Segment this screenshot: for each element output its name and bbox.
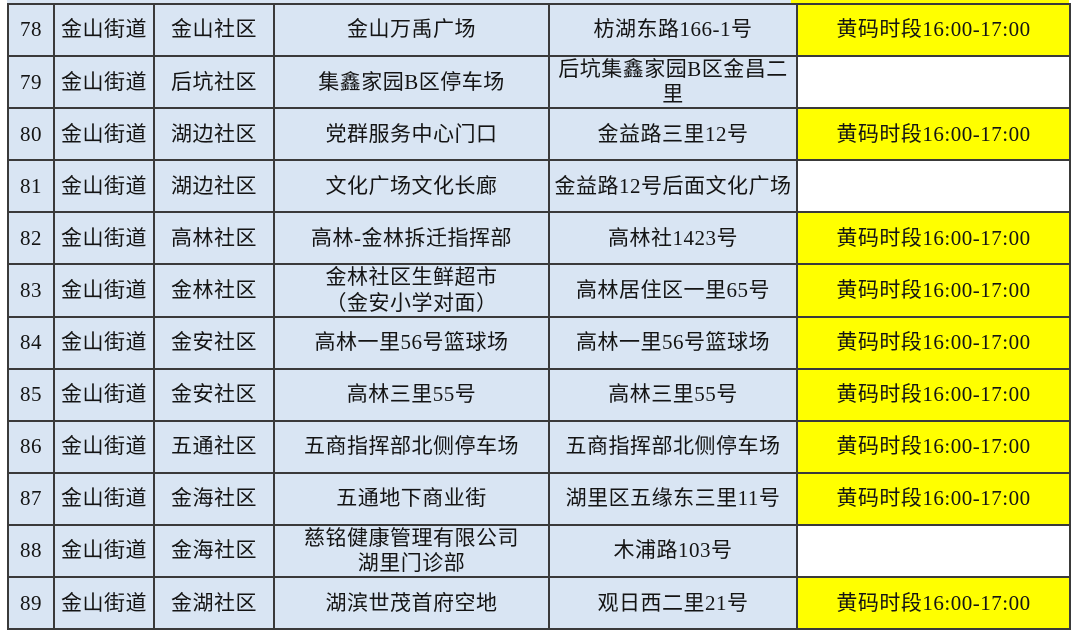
cell-site: 高林-金林拆迁指挥部 xyxy=(273,211,550,266)
cell-index: 79 xyxy=(7,54,55,110)
cell-community: 湖边社区 xyxy=(153,107,275,162)
cell-street: 金山街道 xyxy=(53,523,155,579)
cell-community: 金湖社区 xyxy=(153,576,275,631)
cell-site: 集鑫家园B区停车场 xyxy=(273,54,550,110)
cell-address: 高林三里55号 xyxy=(548,367,798,422)
cell-community: 金山社区 xyxy=(153,3,275,57)
cell-site: 金山万禹广场 xyxy=(273,3,550,57)
cell-street: 金山街道 xyxy=(53,576,155,631)
cell-address: 枋湖东路166-1号 xyxy=(548,3,798,57)
cell-community: 高林社区 xyxy=(153,211,275,266)
cell-site: 五商指挥部北侧停车场 xyxy=(273,419,550,474)
cell-note xyxy=(796,523,1071,579)
table-row: 82 金山街道 高林社区 高林-金林拆迁指挥部 高林社1423号 黄码时段16:… xyxy=(7,211,1071,266)
cell-street: 金山街道 xyxy=(53,107,155,162)
cell-community: 金海社区 xyxy=(153,471,275,526)
cell-community: 湖边社区 xyxy=(153,159,275,214)
testing-sites-table: 78 金山街道 金山社区 金山万禹广场 枋湖东路166-1号 黄码时段16:00… xyxy=(7,3,1071,631)
cell-community: 金海社区 xyxy=(153,523,275,579)
table-row: 89 金山街道 金湖社区 湖滨世茂首府空地 观日西二里21号 黄码时段16:00… xyxy=(7,576,1071,631)
cell-note: 黄码时段16:00-17:00 xyxy=(796,107,1071,162)
cell-community: 后坑社区 xyxy=(153,54,275,110)
cell-index: 89 xyxy=(7,576,55,631)
cell-address: 高林一里56号篮球场 xyxy=(548,315,798,370)
cell-street: 金山街道 xyxy=(53,211,155,266)
cell-note: 黄码时段16:00-17:00 xyxy=(796,367,1071,422)
table-row: 81 金山街道 湖边社区 文化广场文化长廊 金益路12号后面文化广场 xyxy=(7,159,1071,214)
cell-address: 木浦路103号 xyxy=(548,523,798,579)
cell-index: 82 xyxy=(7,211,55,266)
cell-address: 湖里区五缘东三里11号 xyxy=(548,471,798,526)
cell-note: 黄码时段16:00-17:00 xyxy=(796,211,1071,266)
cell-address: 金益路三里12号 xyxy=(548,107,798,162)
cell-index: 80 xyxy=(7,107,55,162)
cell-site: 湖滨世茂首府空地 xyxy=(273,576,550,631)
cell-index: 78 xyxy=(7,3,55,57)
cell-note: 黄码时段16:00-17:00 xyxy=(796,576,1071,631)
cropped-previous-row xyxy=(7,0,1080,3)
table-row: 87 金山街道 金海社区 五通地下商业街 湖里区五缘东三里11号 黄码时段16:… xyxy=(7,471,1071,526)
cell-street: 金山街道 xyxy=(53,471,155,526)
cell-index: 84 xyxy=(7,315,55,370)
cell-community: 五通社区 xyxy=(153,419,275,474)
cell-index: 83 xyxy=(7,263,55,318)
cell-note: 黄码时段16:00-17:00 xyxy=(796,419,1071,474)
table-row: 83 金山街道 金林社区 金林社区生鲜超市 （金安小学对面） 高林居住区一里65… xyxy=(7,263,1071,318)
cell-index: 85 xyxy=(7,367,55,422)
cell-address: 观日西二里21号 xyxy=(548,576,798,631)
cell-site: 党群服务中心门口 xyxy=(273,107,550,162)
cell-address: 高林居住区一里65号 xyxy=(548,263,798,318)
cell-note xyxy=(796,54,1071,110)
cell-community: 金安社区 xyxy=(153,367,275,422)
cell-street: 金山街道 xyxy=(53,159,155,214)
cell-site: 五通地下商业街 xyxy=(273,471,550,526)
cell-site: 金林社区生鲜超市 （金安小学对面） xyxy=(273,263,550,318)
table-row: 88 金山街道 金海社区 慈铭健康管理有限公司 湖里门诊部 木浦路103号 xyxy=(7,523,1071,579)
cell-address: 金益路12号后面文化广场 xyxy=(548,159,798,214)
cropped-row-blue-segment xyxy=(7,0,791,3)
table-row: 80 金山街道 湖边社区 党群服务中心门口 金益路三里12号 黄码时段16:00… xyxy=(7,107,1071,162)
cell-street: 金山街道 xyxy=(53,54,155,110)
table-row: 78 金山街道 金山社区 金山万禹广场 枋湖东路166-1号 黄码时段16:00… xyxy=(7,3,1071,57)
cell-community: 金林社区 xyxy=(153,263,275,318)
cell-note: 黄码时段16:00-17:00 xyxy=(796,315,1071,370)
cell-note: 黄码时段16:00-17:00 xyxy=(796,471,1071,526)
cell-community: 金安社区 xyxy=(153,315,275,370)
cell-note: 黄码时段16:00-17:00 xyxy=(796,3,1071,57)
table-row: 85 金山街道 金安社区 高林三里55号 高林三里55号 黄码时段16:00-1… xyxy=(7,367,1071,422)
cell-index: 81 xyxy=(7,159,55,214)
cell-address: 五商指挥部北侧停车场 xyxy=(548,419,798,474)
cell-street: 金山街道 xyxy=(53,3,155,57)
cell-site: 高林三里55号 xyxy=(273,367,550,422)
cell-index: 86 xyxy=(7,419,55,474)
cell-address: 后坑集鑫家园B区金昌二里 xyxy=(548,54,798,110)
table-row: 84 金山街道 金安社区 高林一里56号篮球场 高林一里56号篮球场 黄码时段1… xyxy=(7,315,1071,370)
cell-site: 慈铭健康管理有限公司 湖里门诊部 xyxy=(273,523,550,579)
cell-street: 金山街道 xyxy=(53,263,155,318)
cell-site: 高林一里56号篮球场 xyxy=(273,315,550,370)
cell-index: 87 xyxy=(7,471,55,526)
cell-address: 高林社1423号 xyxy=(548,211,798,266)
cropped-row-yellow-segment xyxy=(791,0,1069,3)
cell-street: 金山街道 xyxy=(53,315,155,370)
cell-site: 文化广场文化长廊 xyxy=(273,159,550,214)
cell-street: 金山街道 xyxy=(53,367,155,422)
table-row: 79 金山街道 后坑社区 集鑫家园B区停车场 后坑集鑫家园B区金昌二里 xyxy=(7,54,1071,110)
cell-index: 88 xyxy=(7,523,55,579)
cell-street: 金山街道 xyxy=(53,419,155,474)
cell-note xyxy=(796,159,1071,214)
table-row: 86 金山街道 五通社区 五商指挥部北侧停车场 五商指挥部北侧停车场 黄码时段1… xyxy=(7,419,1071,474)
cell-note: 黄码时段16:00-17:00 xyxy=(796,263,1071,318)
